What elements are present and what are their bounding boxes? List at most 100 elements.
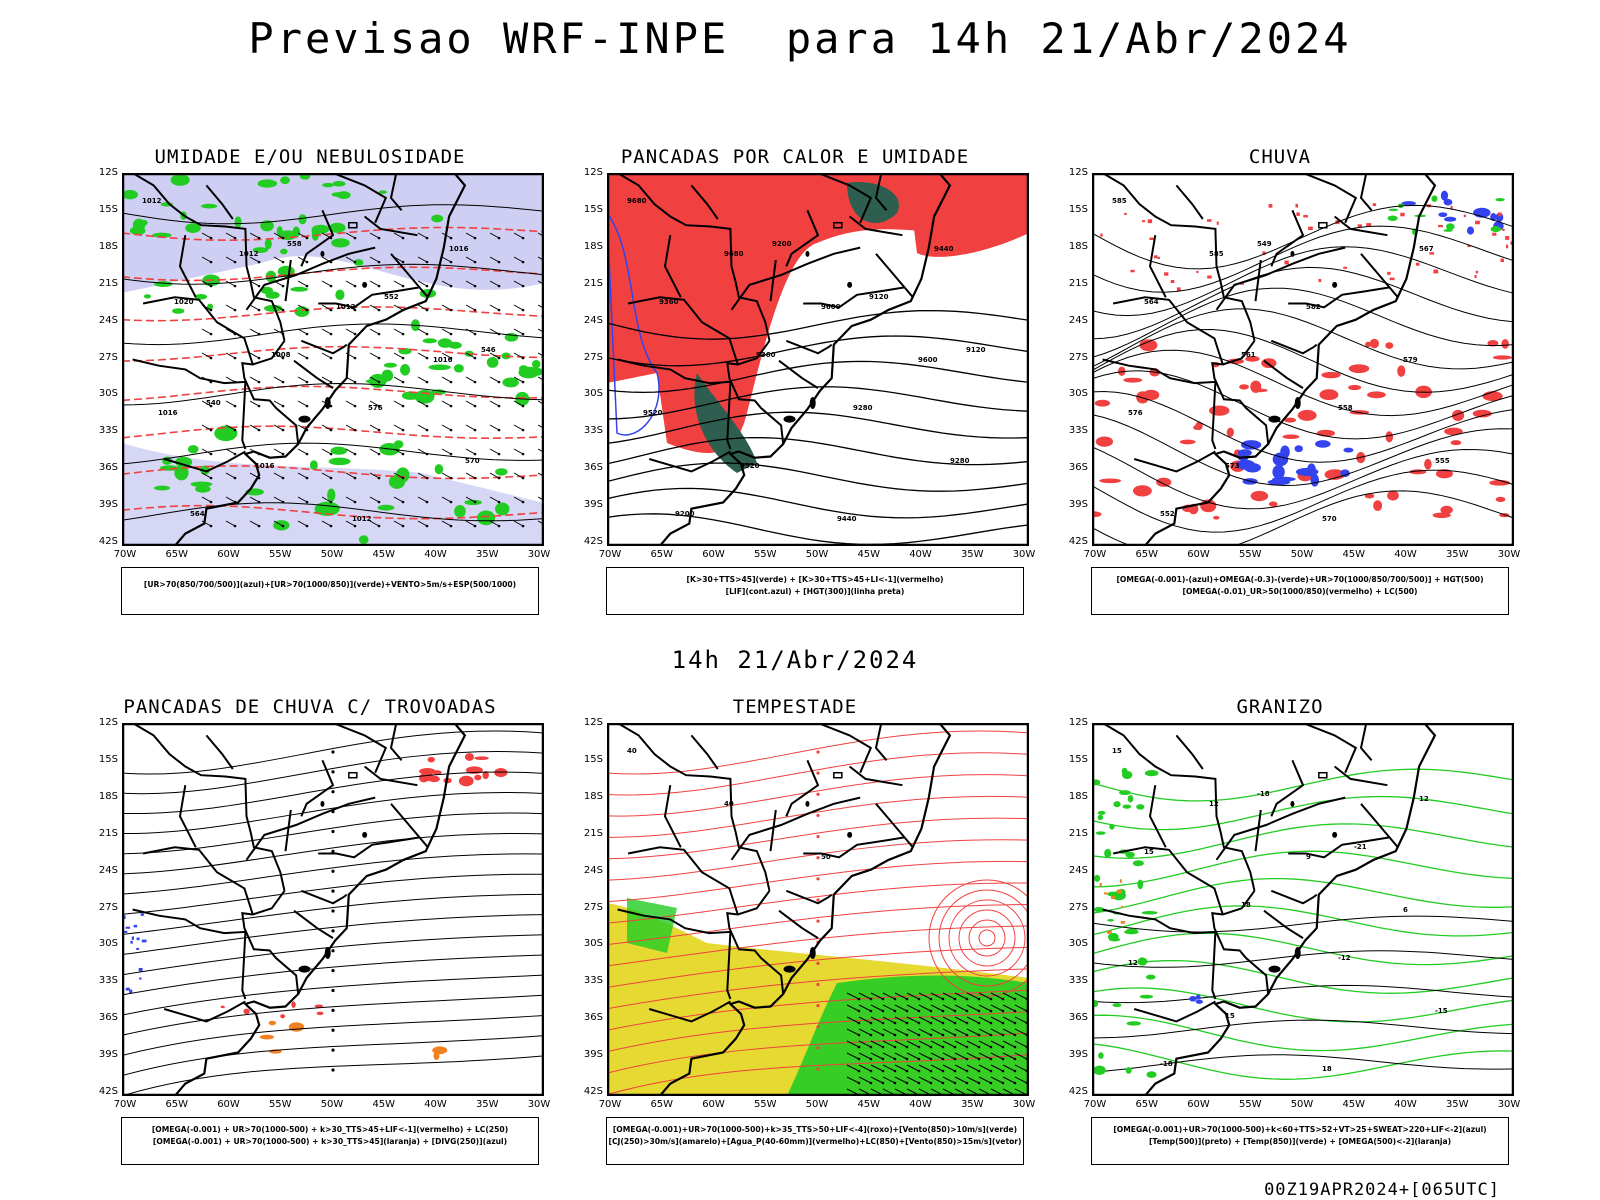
map-frame	[122, 173, 544, 546]
longitude-label: 50W	[1290, 1099, 1314, 1110]
longitude-label: 40W	[909, 549, 932, 560]
map-canvas: 9680 9680 9600 9600 9520 9520 9440 9440 9360 9360…	[607, 173, 1029, 546]
longitude-label: 65W	[1135, 549, 1159, 560]
longitude-label: 40W	[424, 549, 447, 560]
legend-line: [OMEGA(-0.001)+UR>70(1000-500)+k>35_TTS>…	[612, 1125, 1018, 1134]
forecast-map[interactable]: 1012 1012 1012 1016 1016 1016 1012 1016 1020 1008…	[99, 167, 550, 560]
contour-label: 40	[724, 800, 734, 808]
forecast-map[interactable]: 585 585 582 579 576 573 570 567 564 561 558 555 552 5…	[1069, 167, 1520, 560]
contour-label: 1012	[336, 303, 356, 311]
streamlines-250	[122, 730, 544, 1096]
legend-line: [OMEGA(-0.001) + UR>70(1000-500) + k>30_…	[151, 1125, 509, 1134]
latitude-label: 21S	[1068, 827, 1088, 839]
latitude-label: 27S	[1068, 351, 1088, 363]
longitude-label: 55W	[268, 1099, 292, 1110]
longitude-label: 45W	[857, 1099, 881, 1110]
latitude-label: 39S	[1068, 1049, 1088, 1061]
latitude-label: 33S	[1068, 425, 1088, 437]
country-borders	[132, 173, 467, 546]
map-frame	[1092, 723, 1514, 1096]
contour-label: 15	[1112, 747, 1122, 755]
longitude-label: 50W	[805, 549, 829, 560]
contour-label: 9680	[724, 250, 744, 258]
contour-label: 15	[1225, 1012, 1235, 1020]
contour-label: 1016	[158, 409, 178, 417]
latitude-label: 15S	[98, 753, 118, 765]
latitude-label: 24S	[98, 864, 118, 876]
latitude-label: 27S	[98, 351, 118, 363]
latitude-label: 36S	[1068, 462, 1088, 474]
forecast-map[interactable]: 15 12 9 6 12 15 18 12 15 18 -12 -15 -18 -18 -21 12S 15S 1…	[1069, 717, 1520, 1110]
contour-label: 552	[1160, 510, 1175, 518]
storm-red-south	[220, 1001, 324, 1019]
contour-label: 40	[627, 747, 637, 755]
longitude-label: 60W	[1187, 1099, 1210, 1110]
longitude-label: 35W	[960, 1099, 984, 1110]
forecast-map[interactable]: 9680 9680 9600 9600 9520 9520 9440 9440 9360 9360…	[584, 167, 1035, 560]
contour-label: 12	[1128, 959, 1138, 967]
longitude-label: 30W	[1497, 549, 1521, 560]
legend-line: [LIF](cont.azul) + [HGT(300)](linha pret…	[725, 587, 905, 596]
country-borders	[1102, 173, 1437, 546]
contour-label: 585	[1112, 197, 1127, 205]
contour-label: 1012	[352, 515, 372, 523]
map-canvas	[122, 723, 544, 1096]
latitude-label: 12S	[1068, 167, 1088, 178]
contour-label: 9200	[772, 240, 792, 248]
latitude-label: 21S	[98, 277, 118, 289]
panel-title: CHUVA	[1248, 146, 1312, 168]
contour-label: 6	[1403, 906, 1408, 914]
latitude-label: 36S	[98, 462, 118, 474]
longitude-label: 45W	[857, 549, 881, 560]
latitude-label: 15S	[1068, 203, 1088, 215]
contour-label: 558	[287, 240, 302, 248]
forecast-map[interactable]: 12S 15S 18S 21S 24S 27S 30S 33S 36S 39S 42S 70W 65W 6…	[99, 717, 550, 1110]
contour-label: 50	[821, 853, 831, 861]
latitude-label: 21S	[1068, 277, 1088, 289]
latitude-label: 12S	[1068, 717, 1088, 728]
latitude-label: 24S	[583, 864, 603, 876]
forecast-map[interactable]: 40 40 50 12S 15S 18S 21S 24S 27S 30S 33S 36S 39S 42S 7…	[584, 717, 1035, 1110]
panel-title: PANCADAS POR CALOR E UMIDADE	[620, 146, 970, 168]
longitude-label: 65W	[1135, 1099, 1159, 1110]
longitude-label: 30W	[527, 549, 551, 560]
longitude-label: 30W	[1012, 1099, 1036, 1110]
contour-label: 561	[1241, 351, 1256, 359]
latitude-label: 30S	[1068, 938, 1088, 950]
contour-label: 579	[1403, 356, 1418, 364]
panel-pancadas-calor: PANCADAS POR CALOR E UMIDADE 9680 9680 960…	[575, 146, 1035, 626]
latitude-label: 21S	[583, 827, 603, 839]
latitude-label: 42S	[583, 1086, 603, 1097]
contour-label: 12	[1209, 800, 1219, 808]
contour-label: -18	[1257, 790, 1270, 798]
contour-label: 12	[1419, 795, 1429, 803]
legend-line: [OMEGA(-0.001)+UR>70(1000-500)+k<60+TTS>…	[1113, 1125, 1487, 1134]
contour-label: 552	[384, 293, 399, 301]
latitude-label: 18S	[1068, 790, 1088, 802]
legend-line: [CJ(250)>30m/s](amarelo)+[Agua_P(40-60mm…	[608, 1137, 1022, 1146]
latitude-label: 33S	[98, 425, 118, 437]
longitude-label: 65W	[650, 549, 674, 560]
latitude-label: 39S	[98, 1049, 118, 1061]
contour-label: 9120	[966, 346, 986, 354]
panel-legend: [OMEGA(-0.001)+UR>70(1000-500)+k>35_TTS>…	[606, 1117, 1024, 1165]
map-canvas: 40 40 50	[607, 723, 1029, 1096]
panel-legend: [OMEGA(-0.001)-(azul)+OMEGA(-0.3)-(verde…	[1091, 567, 1509, 615]
longitude-label: 50W	[320, 549, 344, 560]
latitude-label: 18S	[98, 790, 118, 802]
longitude-label: 60W	[702, 1099, 725, 1110]
latitude-label: 24S	[583, 314, 603, 326]
contour-label: 555	[1435, 457, 1450, 465]
contour-label: 9	[1306, 853, 1311, 861]
map-canvas: 15 12 9 6 12 15 18 12 15 18 -12 -15 -18 -18 -21	[1092, 723, 1514, 1096]
contour-label: 1016	[449, 245, 469, 253]
panel-tempestade: TEMPESTADE 40 40 50 12S 15S 18S 21S 24S 27S 30S 33…	[575, 696, 1035, 1176]
longitude-label: 70W	[598, 549, 622, 560]
longitude-label: 60W	[702, 549, 725, 560]
longitude-label: 45W	[1342, 1099, 1366, 1110]
latitude-label: 36S	[98, 1012, 118, 1024]
country-borders	[617, 173, 952, 546]
latitude-label: 27S	[1068, 901, 1088, 913]
temp850-contours	[1092, 768, 1513, 1080]
latitude-label: 39S	[1068, 499, 1088, 511]
